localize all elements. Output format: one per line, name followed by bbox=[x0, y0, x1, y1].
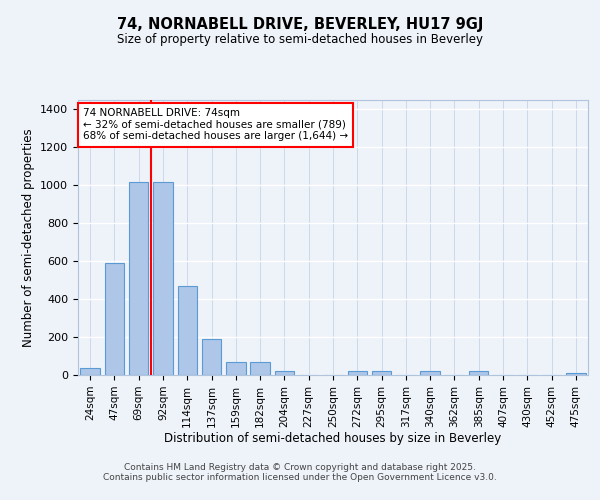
Text: Size of property relative to semi-detached houses in Beverley: Size of property relative to semi-detach… bbox=[117, 32, 483, 46]
Y-axis label: Number of semi-detached properties: Number of semi-detached properties bbox=[22, 128, 35, 347]
Bar bbox=[105, 263, 124, 375]
Bar bbox=[421, 371, 440, 375]
X-axis label: Distribution of semi-detached houses by size in Beverley: Distribution of semi-detached houses by … bbox=[164, 432, 502, 446]
Text: Contains public sector information licensed under the Open Government Licence v3: Contains public sector information licen… bbox=[103, 472, 497, 482]
Bar bbox=[129, 182, 148, 375]
Text: 74 NORNABELL DRIVE: 74sqm
← 32% of semi-detached houses are smaller (789)
68% of: 74 NORNABELL DRIVE: 74sqm ← 32% of semi-… bbox=[83, 108, 348, 142]
Text: 74, NORNABELL DRIVE, BEVERLEY, HU17 9GJ: 74, NORNABELL DRIVE, BEVERLEY, HU17 9GJ bbox=[117, 18, 483, 32]
Bar bbox=[178, 286, 197, 375]
Bar bbox=[202, 339, 221, 375]
Bar bbox=[226, 362, 245, 375]
Bar bbox=[153, 182, 173, 375]
Bar bbox=[372, 371, 391, 375]
Bar bbox=[275, 371, 294, 375]
Bar bbox=[566, 373, 586, 375]
Bar bbox=[347, 371, 367, 375]
Bar bbox=[469, 371, 488, 375]
Text: Contains HM Land Registry data © Crown copyright and database right 2025.: Contains HM Land Registry data © Crown c… bbox=[124, 462, 476, 471]
Bar bbox=[250, 362, 270, 375]
Bar bbox=[80, 368, 100, 375]
